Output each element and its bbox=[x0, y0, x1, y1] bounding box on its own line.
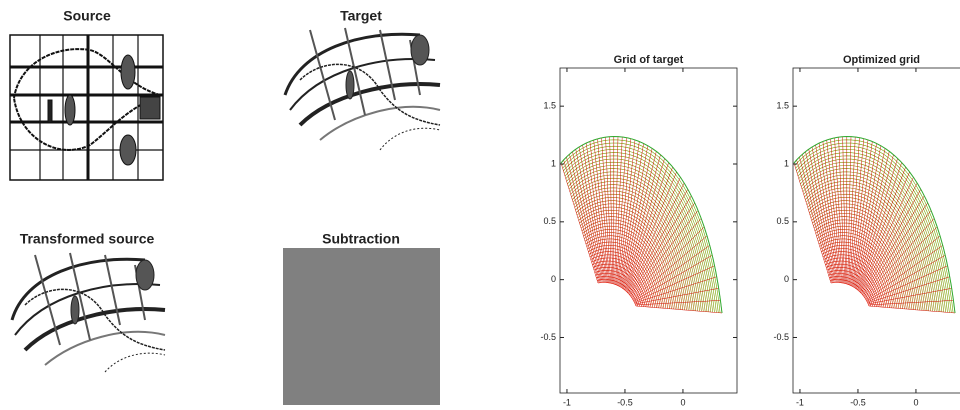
x-tick-label: -0.5 bbox=[617, 397, 633, 407]
mesh-line bbox=[869, 306, 955, 313]
image-title: Transformed source bbox=[20, 231, 155, 247]
mesh-line bbox=[569, 154, 601, 282]
x-tick-label: 0 bbox=[680, 397, 685, 407]
y-tick-label: 0.5 bbox=[543, 216, 556, 226]
source-image bbox=[10, 35, 163, 180]
subtraction-image bbox=[283, 248, 440, 405]
x-tick-label: 0 bbox=[913, 397, 918, 407]
mesh-line bbox=[567, 159, 709, 312]
y-tick-label: 0 bbox=[784, 274, 789, 284]
mesh bbox=[794, 137, 955, 313]
mesh-line bbox=[794, 163, 831, 283]
target-image bbox=[285, 28, 440, 150]
chart-title: Optimized grid bbox=[843, 54, 920, 66]
figure: Source Target Transformed source Subtrac… bbox=[0, 0, 960, 410]
mesh bbox=[561, 137, 722, 313]
transformed-source-image bbox=[12, 253, 165, 372]
x-tick-label: -1 bbox=[563, 397, 571, 407]
mesh-line bbox=[632, 218, 702, 297]
image-title: Target bbox=[340, 8, 382, 24]
mesh-line bbox=[561, 163, 598, 283]
mesh-line bbox=[566, 156, 711, 312]
chart-title: Grid of target bbox=[614, 54, 684, 66]
x-tick-label: -1 bbox=[796, 397, 804, 407]
y-tick-label: 0.5 bbox=[776, 216, 789, 226]
image-title: Subtraction bbox=[322, 231, 400, 247]
mesh-line bbox=[799, 156, 944, 312]
y-tick-label: -0.5 bbox=[773, 332, 789, 342]
y-tick-label: 1 bbox=[784, 158, 789, 168]
x-tick-label: -0.5 bbox=[850, 397, 866, 407]
mesh-line bbox=[865, 218, 935, 297]
mesh-line bbox=[806, 152, 836, 283]
y-tick-label: 0 bbox=[551, 274, 556, 284]
y-tick-label: 1.5 bbox=[776, 101, 789, 111]
y-tick-label: 1 bbox=[551, 158, 556, 168]
image-title: Source bbox=[63, 8, 111, 24]
mesh-line bbox=[802, 154, 834, 282]
mesh-line bbox=[636, 306, 722, 313]
mesh-line bbox=[800, 159, 942, 312]
mesh-line bbox=[573, 152, 603, 283]
y-tick-label: 1.5 bbox=[543, 101, 556, 111]
y-tick-label: -0.5 bbox=[540, 332, 556, 342]
